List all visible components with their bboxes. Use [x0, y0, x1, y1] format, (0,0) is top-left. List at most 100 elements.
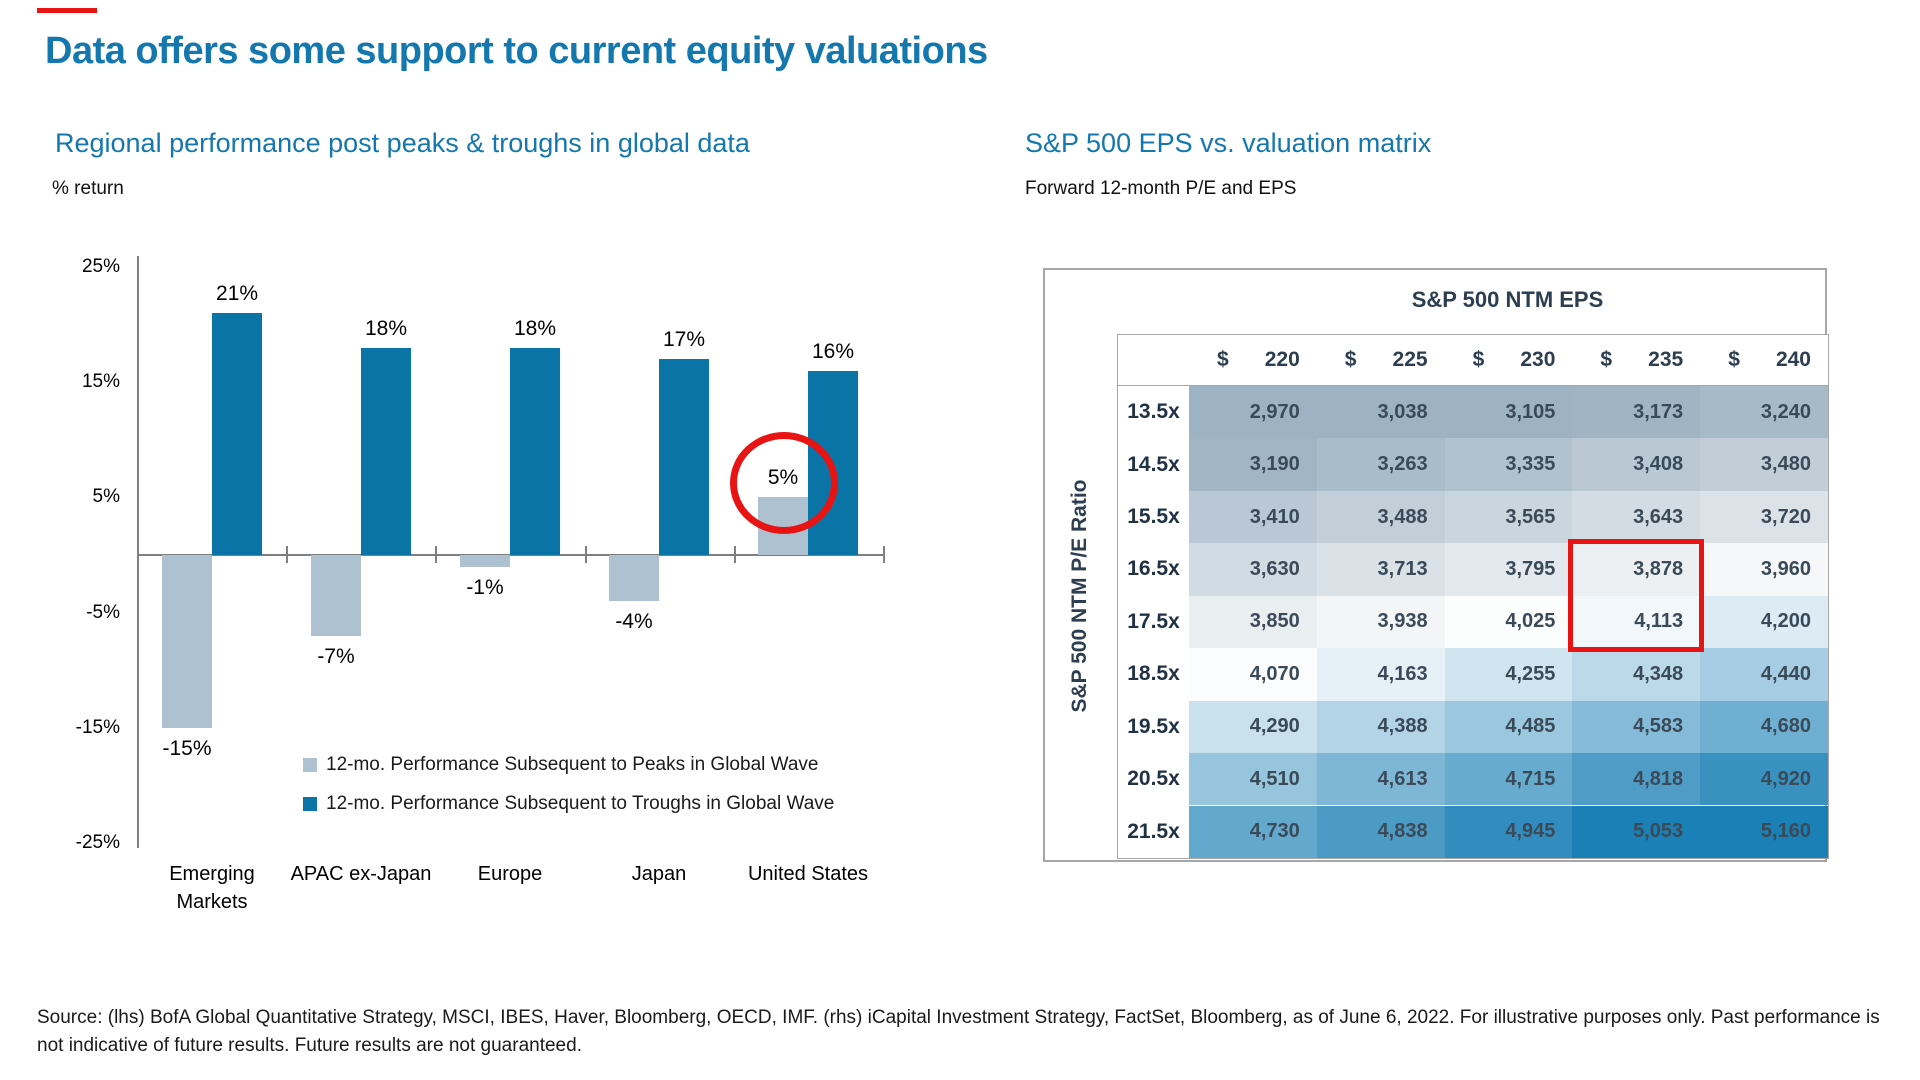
y-axis-tick-label: -25% — [75, 832, 120, 853]
matrix-cell: 3,335 — [1444, 438, 1573, 491]
legend-label: 12-mo. Performance Subsequent to Troughs… — [326, 793, 835, 814]
bar-value-label-peak-europe: -1% — [466, 576, 504, 599]
matrix-cell: 4,510 — [1189, 753, 1317, 806]
matrix-cell: 3,038 — [1316, 386, 1445, 439]
x-axis-tick — [734, 546, 736, 563]
matrix-cell: 3,408 — [1572, 438, 1701, 491]
matrix-cell: 4,070 — [1189, 648, 1317, 701]
y-axis-tick-label: -15% — [75, 717, 120, 738]
matrix-col-header: $220 — [1189, 335, 1317, 386]
bar-trough-europe — [510, 348, 560, 555]
matrix-cell: 5,053 — [1572, 805, 1701, 858]
category-label-japan: Japan — [631, 863, 687, 885]
matrix-cell: 4,715 — [1444, 753, 1573, 806]
bar-peak-europe — [460, 555, 510, 567]
page-title: Data offers some support to current equi… — [45, 30, 988, 72]
matrix-cell: 2,970 — [1189, 386, 1317, 439]
matrix-cell: 3,850 — [1189, 595, 1317, 649]
col-header-value: 220 — [1264, 348, 1300, 371]
col-header-value: 235 — [1648, 348, 1684, 371]
x-axis-tick — [883, 546, 885, 563]
matrix-cell: 3,630 — [1189, 543, 1317, 596]
right-panel-title: S&P 500 EPS vs. valuation matrix — [1025, 128, 1432, 158]
legend-swatch-troughs — [303, 797, 317, 811]
y-axis-tick-label: 15% — [81, 371, 120, 392]
matrix-cell: 5,160 — [1700, 805, 1828, 858]
matrix-row-header: 20.5x — [1118, 753, 1189, 806]
matrix-cell: 4,920 — [1700, 753, 1828, 806]
bar-value-label-trough-emerging-markets: 21% — [215, 282, 259, 305]
matrix-cell: 3,643 — [1572, 490, 1701, 544]
matrix-cell: 3,938 — [1316, 595, 1445, 649]
legend-item: 12-mo. Performance Subsequent to Peaks i… — [303, 755, 863, 775]
matrix-header-corner — [1118, 335, 1189, 386]
valuation-matrix: $220 $225 $230 $235 $240 13.5x 2,970 3,038 3,105… — [1117, 334, 1829, 859]
top-left-accent-dash — [37, 8, 97, 13]
matrix-cell: 3,173 — [1572, 386, 1701, 439]
x-axis-tick — [435, 546, 437, 563]
matrix-cell: 4,255 — [1444, 648, 1573, 701]
x-axis-tick — [286, 546, 288, 563]
bar-value-label-trough-japan: 17% — [662, 328, 706, 351]
matrix-row-header: 17.5x — [1118, 595, 1189, 649]
left-chart-unit-label: % return — [52, 178, 124, 199]
matrix-cell: 3,105 — [1444, 386, 1573, 439]
bar-value-label-trough-apac-ex-japan: 18% — [364, 317, 408, 340]
matrix-row-axis-label: S&P 500 NTM P/E Ratio — [1068, 479, 1091, 713]
category-label-apac-ex-japan: APAC ex-Japan — [290, 863, 432, 885]
matrix-cell: 3,240 — [1700, 386, 1828, 439]
matrix-col-header: $235 — [1572, 335, 1701, 386]
currency-symbol: $ — [1217, 348, 1229, 371]
x-axis-tick — [137, 546, 139, 563]
bar-value-label-peak-apac-ex-japan: -7% — [317, 645, 355, 668]
matrix-row-header: 19.5x — [1118, 700, 1189, 753]
matrix-row-header: 18.5x — [1118, 648, 1189, 701]
bar-value-label-trough-united-states: 16% — [811, 340, 855, 363]
matrix-cell: 4,818 — [1572, 753, 1701, 806]
bar-peak-apac-ex-japan — [311, 555, 361, 636]
matrix-cell: 4,583 — [1572, 700, 1701, 753]
category-label-europe: Europe — [477, 863, 543, 885]
left-chart-title: Regional performance post peaks & trough… — [55, 128, 750, 158]
right-panel-caption: Forward 12-month P/E and EPS — [1025, 178, 1297, 199]
matrix-cell: 4,945 — [1444, 805, 1573, 858]
bar-value-label-peak-japan: -4% — [615, 610, 653, 633]
currency-symbol: $ — [1600, 348, 1613, 371]
matrix-row-header: 14.5x — [1118, 438, 1189, 491]
legend-swatch-peaks — [303, 758, 317, 772]
matrix-cell: 3,565 — [1444, 490, 1573, 544]
bar-trough-apac-ex-japan — [361, 348, 411, 555]
bar-trough-japan — [659, 359, 709, 555]
bar-trough-emerging-markets — [212, 313, 262, 555]
legend-label: 12-mo. Performance Subsequent to Peaks i… — [326, 754, 819, 775]
category-label-emerging-markets: Emerging Markets — [169, 863, 255, 913]
y-axis-tick-label: 25% — [81, 256, 120, 277]
matrix-cell: 4,163 — [1316, 648, 1445, 701]
matrix-row-header: 13.5x — [1118, 386, 1189, 439]
category-label-united-states: United States — [747, 863, 869, 885]
matrix-cell: 4,348 — [1572, 648, 1701, 701]
highlight-circle — [730, 432, 838, 534]
matrix-cell: 3,960 — [1700, 543, 1828, 596]
y-axis-tick-label: -5% — [86, 602, 120, 623]
matrix-cell: 3,720 — [1700, 490, 1828, 544]
matrix-cell: 3,410 — [1189, 490, 1317, 544]
x-axis-tick — [585, 546, 587, 563]
matrix-title: S&P 500 NTM EPS — [1411, 287, 1604, 312]
matrix-cell: 4,025 — [1444, 595, 1573, 649]
matrix-cell: 4,200 — [1700, 595, 1828, 649]
matrix-cell: 4,113 — [1572, 595, 1701, 649]
col-header-value: 225 — [1392, 348, 1428, 371]
y-axis-tick-label: 5% — [92, 486, 120, 507]
matrix-cell: 3,190 — [1189, 438, 1317, 491]
x-axis-line — [137, 554, 885, 556]
matrix-col-header: $230 — [1444, 335, 1573, 386]
matrix-cell: 3,263 — [1316, 438, 1445, 491]
matrix-col-header: $225 — [1316, 335, 1445, 386]
matrix-cell: 4,485 — [1444, 700, 1573, 753]
legend-item: 12-mo. Performance Subsequent to Troughs… — [303, 794, 863, 814]
col-header-value: 240 — [1775, 348, 1811, 371]
matrix-col-header: $240 — [1700, 335, 1828, 386]
source-footnote: Source: (lhs) BofA Global Quantitative S… — [37, 1007, 1880, 1056]
